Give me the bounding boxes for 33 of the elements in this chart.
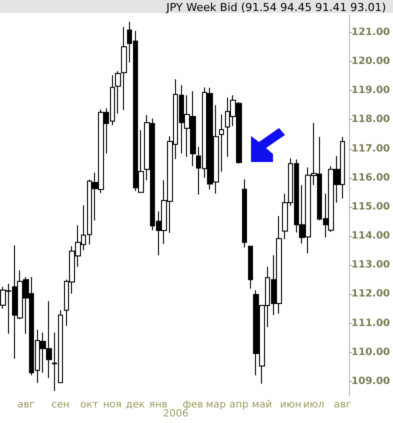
x-tick-label: сен — [51, 400, 70, 410]
x-tick-label: мар — [206, 400, 226, 410]
x-tick-label: окт — [80, 400, 98, 410]
x-tick-label: май — [252, 400, 272, 410]
candlestick — [121, 26, 127, 111]
y-tick-label: 112.00 — [351, 288, 390, 300]
candlestick — [219, 114, 224, 172]
y-tick-label: 117.00 — [351, 143, 390, 154]
candlestick — [248, 246, 253, 290]
candlestick — [242, 178, 247, 248]
y-tick-label: 113.00 — [351, 260, 390, 271]
x-tick-label: июл — [303, 400, 324, 410]
x-tick-label: авг — [17, 400, 35, 410]
y-tick-label: 111.00 — [351, 318, 390, 329]
y-tick-label: 109.00 — [351, 376, 390, 387]
x-tick-label: июн — [280, 400, 302, 410]
x-tick-label: ноя — [102, 400, 122, 410]
y-tick-label: 120.00 — [351, 56, 390, 68]
y-tick-label: 118.00 — [351, 114, 390, 126]
text: 2006 — [163, 408, 188, 420]
y-tick-label: 119.00 — [351, 85, 390, 96]
x-tick-label: фев — [182, 400, 204, 410]
x-tick-label: апр — [229, 400, 248, 410]
chart-title: JPY Week Bid (91.54 94.45 91.41 93.01) — [165, 1, 386, 14]
y-tick-label: 121.00 — [351, 26, 390, 38]
candlestick — [115, 70, 121, 114]
x-tick-label: авг — [334, 400, 352, 410]
y-tick-label: 110.00 — [351, 346, 390, 358]
y-tick-label: 116.00 — [351, 172, 390, 184]
x-tick-label: дек — [126, 400, 145, 410]
y-tick-label: 114.00 — [351, 230, 390, 242]
x-tick-label: янв — [149, 400, 168, 410]
y-tick-label: 115.00 — [351, 201, 390, 212]
